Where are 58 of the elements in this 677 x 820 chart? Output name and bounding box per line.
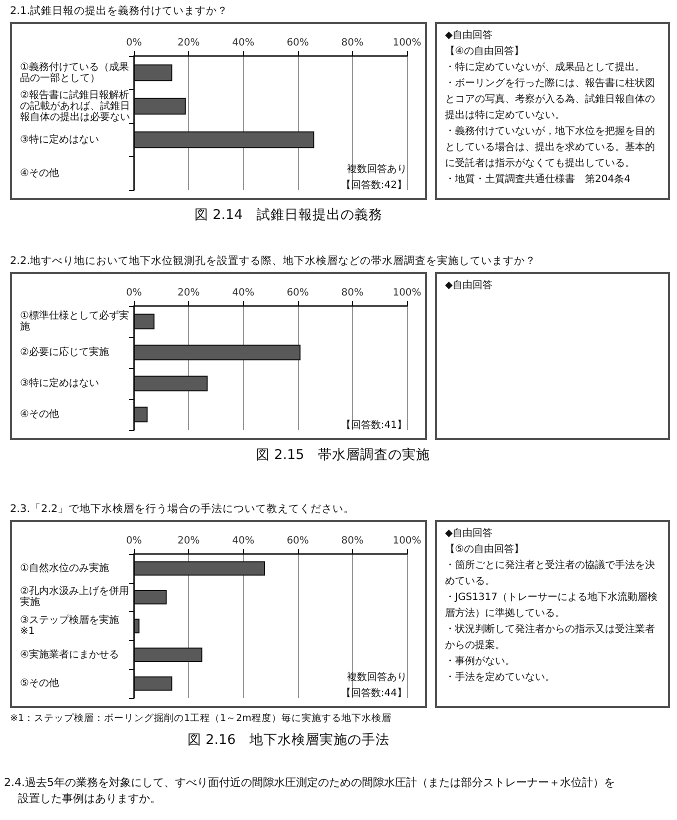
y-tick-label: ②孔内水汲み上げを併用実施 xyxy=(20,585,129,608)
x-tick-label: 80% xyxy=(341,38,364,48)
y-tick-label: ①義務付けている（成果品の一部として） xyxy=(20,60,129,84)
y-tick-label: ④実施業者にまかせる xyxy=(20,648,119,660)
text: ・地質・土質調査共通仕様書 第204条4 xyxy=(445,172,632,187)
x-tick-label: 40% xyxy=(232,288,254,298)
annotation: 複数回答あり xyxy=(346,670,407,685)
x-tick-label: 80% xyxy=(341,536,364,546)
y-tick-label: ④その他 xyxy=(20,408,59,420)
y-tick-label: ②必要に応じて実施 xyxy=(20,346,109,358)
chart-title: 2.1.試錐日報の提出を義務付けていますか？ xyxy=(10,4,230,19)
x-tick-label: 0% xyxy=(126,536,142,546)
x-tick-label: 100% xyxy=(392,288,422,298)
text: 【④の自由回答】 xyxy=(445,44,525,59)
y-tick-label: ①自然水位のみ実施 xyxy=(20,562,109,574)
x-tick-label: 100% xyxy=(392,38,422,48)
annotation: 複数回答あり xyxy=(346,162,407,177)
y-tick-label: ②報告書に試錐日報解析の記載があれば、試錐日報自体の提出は必要ない xyxy=(20,88,130,123)
x-tick-label: 80% xyxy=(341,288,364,298)
text: ・特に定めていないが、成果品として提出。 xyxy=(445,60,646,75)
text: ・手法を定めていない。 xyxy=(445,670,556,685)
text: 2.4.過去5年の業務を対象にして、すべり面付近の間隙水圧測定のための間隙水圧計（または部分ストレーナー＋水位計）を設置した事例はありますか。 xyxy=(4,775,616,807)
x-tick-label: 40% xyxy=(232,536,254,546)
x-tick-label: 20% xyxy=(177,288,200,298)
text: 【⑤の自由回答】 xyxy=(445,542,525,557)
text: ◆自由回答 xyxy=(445,28,494,43)
y-tick-label: ⑤その他 xyxy=(20,677,59,690)
annotation: 【回答数:41】 xyxy=(340,418,407,433)
text: ・義務付けていないが，地下水位を把握を目的としている場合は、提出を求めている。基本的に受託者は指示がなくても提出している。 xyxy=(445,124,656,171)
text: ・状況判断して発注者からの指示又は受注業者からの提案。 xyxy=(445,622,656,653)
text: 図 2.14 試錐日報提出の義務 xyxy=(193,206,384,224)
x-tick-label: 60% xyxy=(286,38,309,48)
text: ・JGS1317（トレーサーによる地下水流動層検層方法）に準拠している。 xyxy=(445,590,658,621)
x-tick-label: 100% xyxy=(392,536,422,546)
x-tick-label: 60% xyxy=(286,536,309,546)
text: ◆自由回答 xyxy=(445,526,494,541)
x-tick-label: 60% xyxy=(286,288,309,298)
y-tick-label: ③ステップ検層を実施※1 xyxy=(20,614,119,637)
x-tick-label: 0% xyxy=(126,288,142,298)
text: 図 2.15 帯水層調査の実施 xyxy=(254,446,432,464)
text: 図 2.16 地下水検層実施の手法 xyxy=(186,731,391,749)
text: ・事例がない。 xyxy=(445,654,516,669)
x-tick-label: 20% xyxy=(177,536,200,546)
y-tick-label: ③特に定めはない xyxy=(20,377,99,389)
text: ◆自由回答 xyxy=(445,278,494,293)
text: ※1：ステップ検層：ボーリング掘削の1工程（1～2m程度）毎に実施する地下水検層 xyxy=(10,712,392,725)
text: ・ボーリングを行った際には、報告書に柱状図とコアの写真、考察が入る為、試錐日報自体の提出は特に定めていない。 xyxy=(445,76,656,123)
y-tick-label: ③特に定めはない xyxy=(20,133,99,146)
y-tick-label: ①標準仕様として必ず実施 xyxy=(20,310,129,332)
y-tick-label: ④その他 xyxy=(20,166,59,179)
x-tick-label: 0% xyxy=(126,38,142,48)
x-tick-label: 20% xyxy=(177,38,200,48)
chart-title: 2.3.「2.2」で地下水検層を行う場合の手法について教えてください。 xyxy=(10,502,356,517)
text: ・箇所ごとに発注者と受注者の協議で手法を決めている。 xyxy=(445,558,656,589)
x-tick-label: 40% xyxy=(232,38,254,48)
chart-title: 2.2.地すべり地において地下水位観測孔を設置する際、地下水検層などの帯水層調査を実施していますか？ xyxy=(10,254,536,269)
annotation: 【回答数:42】 xyxy=(340,178,407,193)
annotation: 【回答数:44】 xyxy=(340,686,407,701)
